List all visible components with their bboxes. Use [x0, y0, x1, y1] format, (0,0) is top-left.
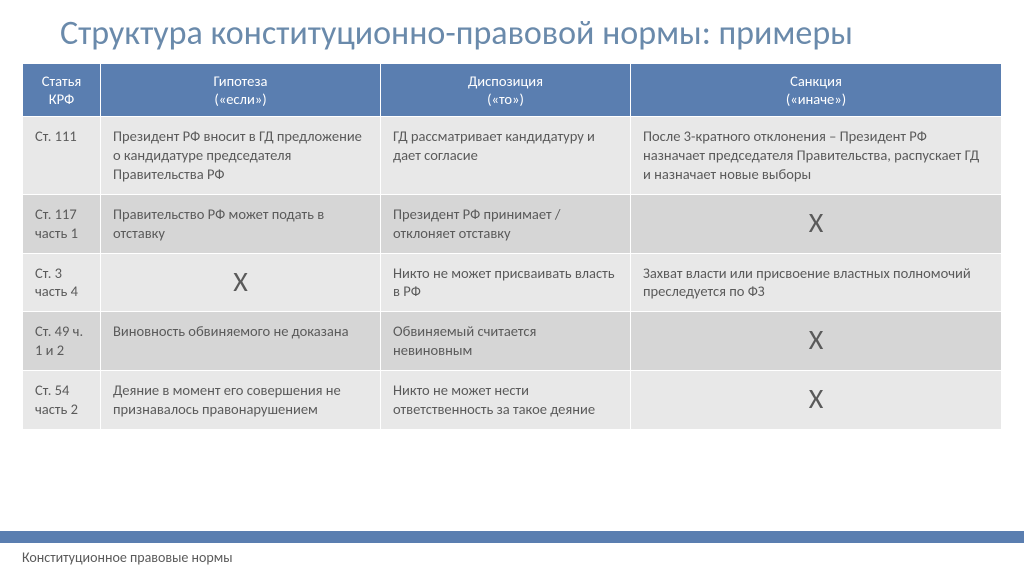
footer-text: Конституционное правовые нормы [0, 543, 1024, 574]
cell-sanction: После 3-кратного отклонения – Президент … [631, 117, 1002, 195]
norms-table: Статья КРФ Гипотеза («если») Диспозиция … [22, 63, 1002, 430]
cell-hypothesis: Виновность обвиняемого не доказана [101, 312, 381, 371]
cell-hypothesis: Правительство РФ может подать в отставку [101, 194, 381, 253]
table-row: Ст. 3 часть 4ХНикто не может присваивать… [23, 253, 1002, 312]
col-sanction-l2: («иначе») [786, 90, 846, 108]
cell-article: Ст. 49 ч. 1 и 2 [23, 312, 101, 371]
cell-sanction: Захват власти или присвоение властных по… [631, 253, 1002, 312]
table-container: Статья КРФ Гипотеза («если») Диспозиция … [0, 63, 1024, 531]
cell-article: Ст. 117 часть 1 [23, 194, 101, 253]
col-disposition-l1: Диспозиция [468, 72, 543, 90]
cell-article: Ст. 111 [23, 117, 101, 195]
cell-hypothesis: Президент РФ вносит в ГД предложение о к… [101, 117, 381, 195]
cell-sanction: Х [631, 312, 1002, 371]
col-disposition-l2: («то») [487, 90, 524, 108]
col-article-l2: КРФ [49, 90, 74, 108]
table-row: Ст. 117 часть 1Правительство РФ может по… [23, 194, 1002, 253]
cell-hypothesis: Х [101, 253, 381, 312]
footer-bar [0, 531, 1024, 543]
col-disposition: Диспозиция («то») [381, 64, 631, 117]
cell-article: Ст. 3 часть 4 [23, 253, 101, 312]
cell-article: Ст. 54 часть 2 [23, 370, 101, 429]
col-hypothesis-l2: («если») [214, 90, 266, 108]
col-hypothesis-l1: Гипотеза [214, 72, 268, 90]
col-article-l1: Статья [42, 72, 82, 90]
col-hypothesis: Гипотеза («если») [101, 64, 381, 117]
cell-disposition: Обвиняемый считается невиновным [381, 312, 631, 371]
table-body: Ст. 111Президент РФ вносит в ГД предложе… [23, 117, 1002, 429]
col-article: Статья КРФ [23, 64, 101, 117]
table-header: Статья КРФ Гипотеза («если») Диспозиция … [23, 64, 1002, 117]
table-row: Ст. 54 часть 2Деяние в момент его соверш… [23, 370, 1002, 429]
table-row: Ст. 49 ч. 1 и 2Виновность обвиняемого не… [23, 312, 1002, 371]
cell-disposition: Никто не может нести ответственность за … [381, 370, 631, 429]
col-sanction-l1: Санкция [790, 72, 842, 90]
cell-disposition: Никто не может присваивать власть в РФ [381, 253, 631, 312]
cell-disposition: Президент РФ принимает / отклоняет отста… [381, 194, 631, 253]
col-sanction: Санкция («иначе») [631, 64, 1002, 117]
table-row: Ст. 111Президент РФ вносит в ГД предложе… [23, 117, 1002, 195]
cell-hypothesis: Деяние в момент его совершения не призна… [101, 370, 381, 429]
cell-sanction: Х [631, 194, 1002, 253]
cell-disposition: ГД рассматривает кандидатуру и дает согл… [381, 117, 631, 195]
slide-title: Структура конституционно-правовой нормы:… [0, 0, 1024, 63]
slide: Структура конституционно-правовой нормы:… [0, 0, 1024, 574]
cell-sanction: Х [631, 370, 1002, 429]
